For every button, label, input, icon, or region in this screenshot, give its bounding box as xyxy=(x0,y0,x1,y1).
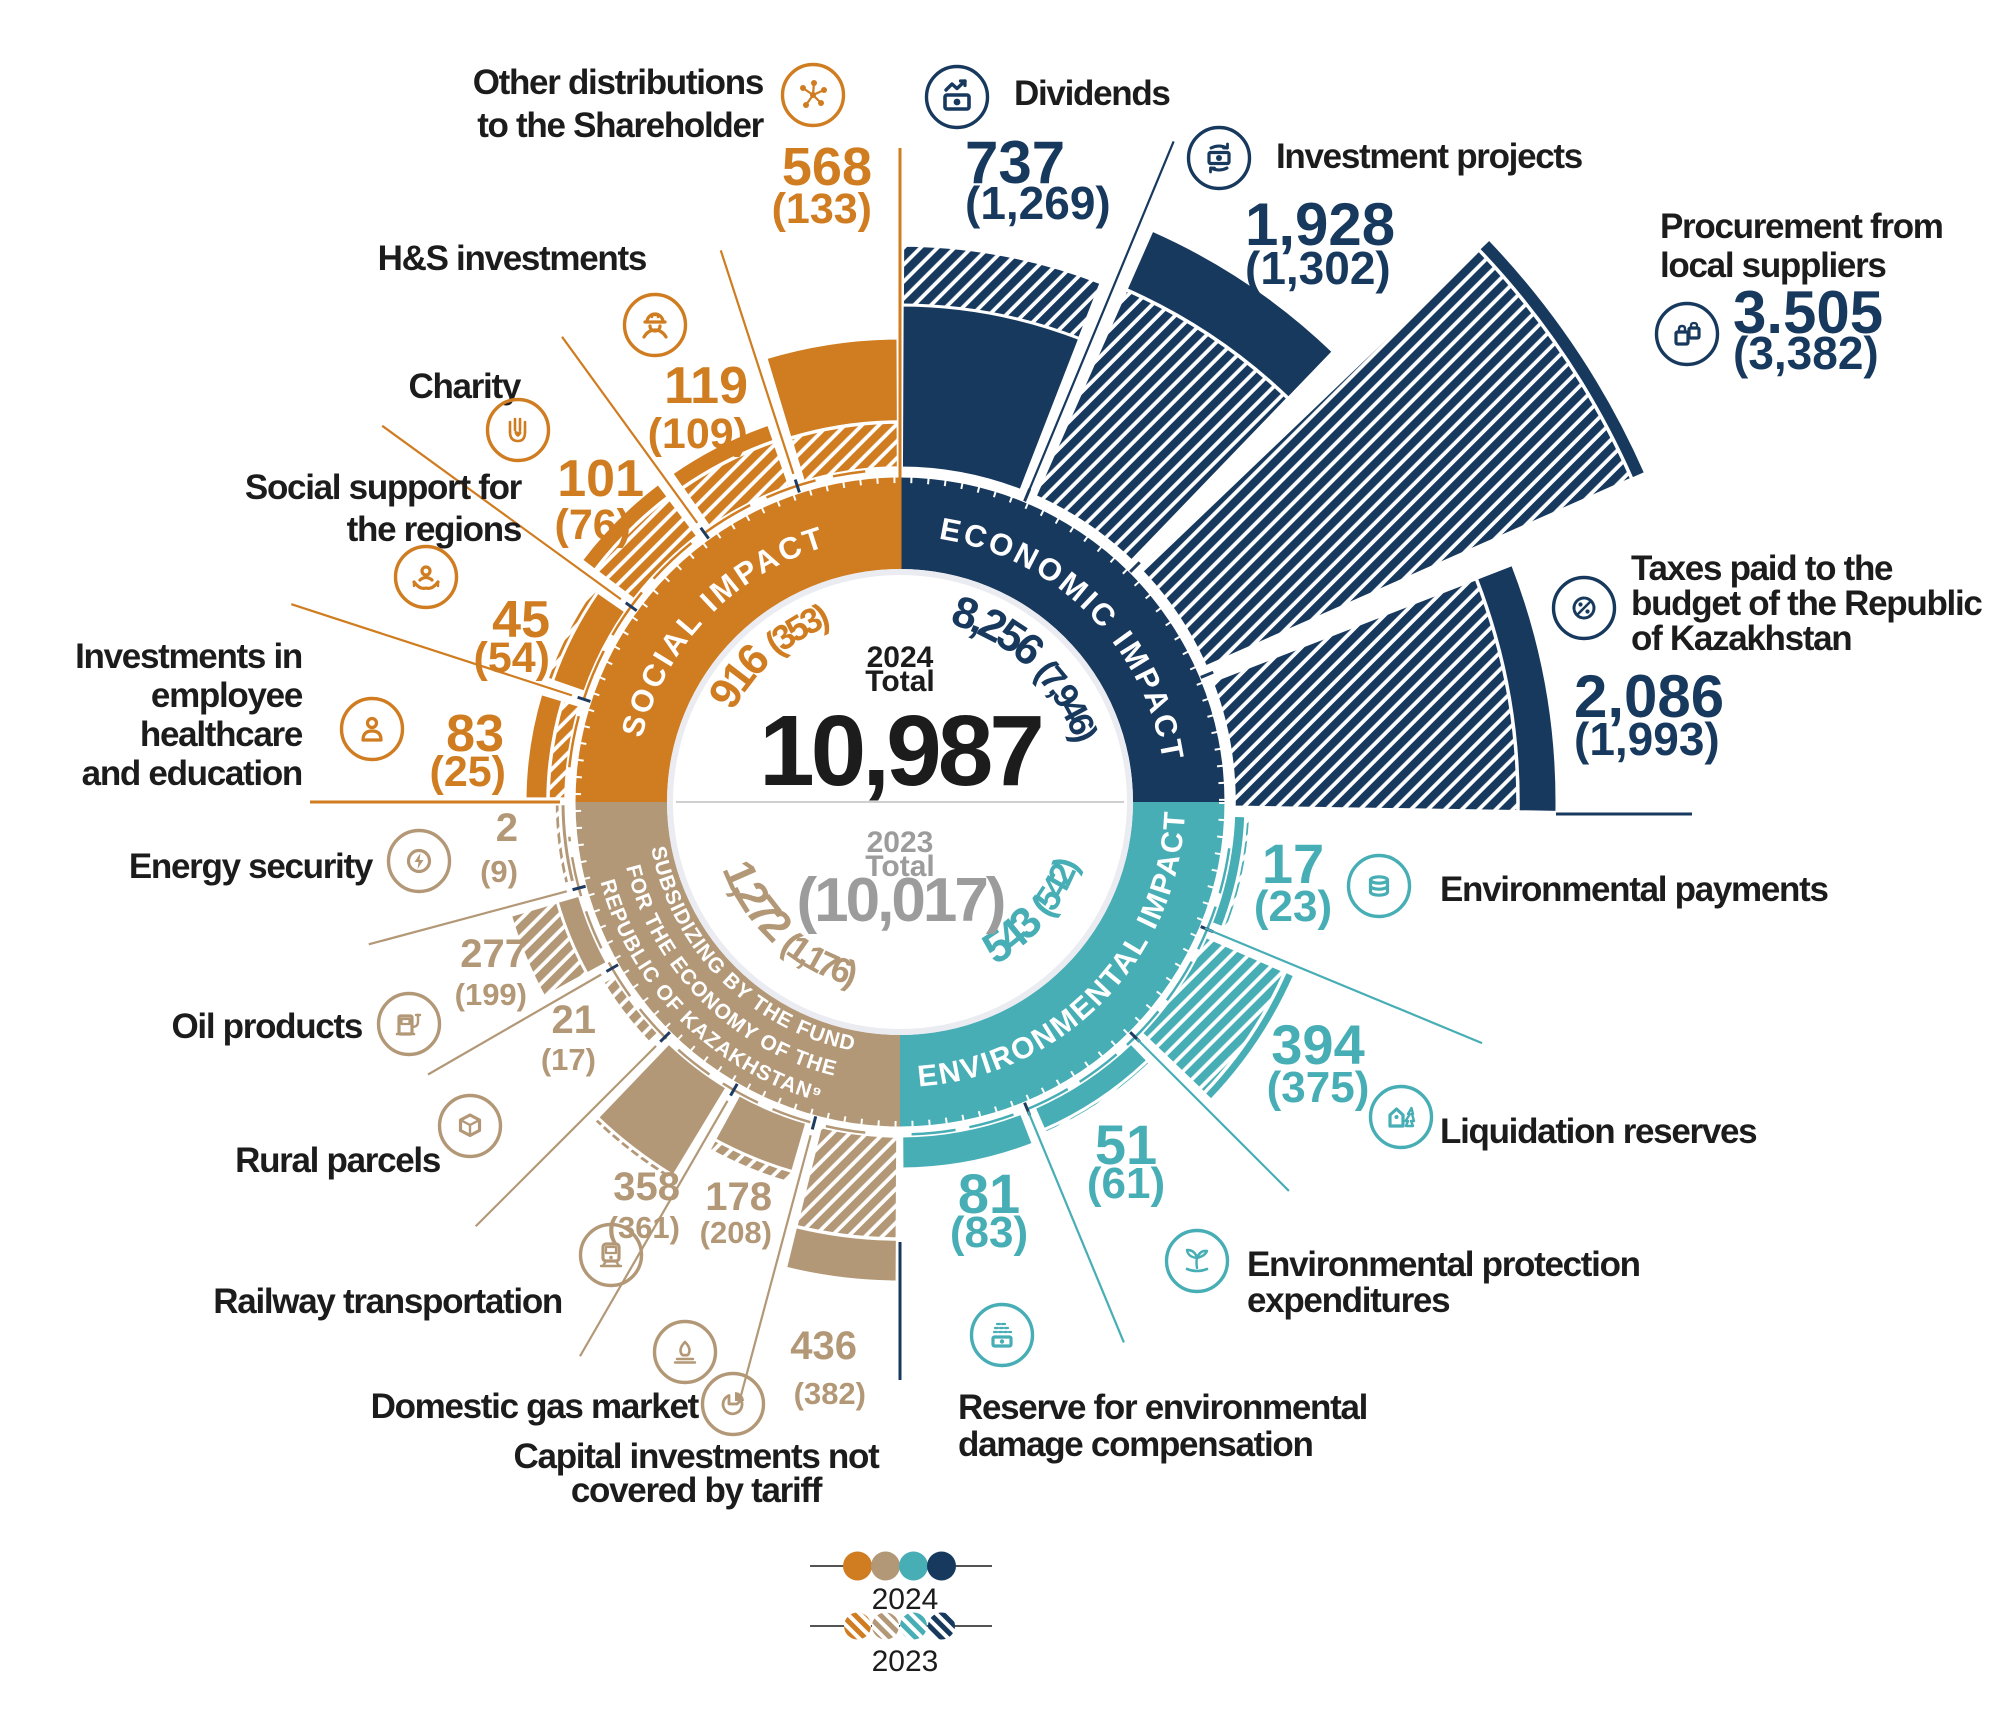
svg-text:83: 83 xyxy=(446,705,504,763)
svg-text:10,987: 10,987 xyxy=(759,695,1041,807)
svg-text:Environmental payments: Environmental payments xyxy=(1440,870,1828,909)
svg-text:(3,382): (3,382) xyxy=(1733,327,1879,379)
svg-text:2024: 2024 xyxy=(867,641,934,674)
svg-text:178: 178 xyxy=(705,1175,772,1219)
svg-text:Railway transportation: Railway transportation xyxy=(213,1282,562,1321)
svg-text:(208): (208) xyxy=(700,1215,772,1250)
svg-text:Other distributions: Other distributions xyxy=(473,63,764,102)
svg-text:Charity: Charity xyxy=(409,367,522,406)
svg-text:(133): (133) xyxy=(772,185,872,233)
svg-text:Dividends: Dividends xyxy=(1014,74,1170,113)
svg-text:394: 394 xyxy=(1271,1013,1364,1076)
svg-text:Reserve for environmental: Reserve for environmental xyxy=(958,1388,1367,1427)
svg-text:51: 51 xyxy=(1095,1113,1157,1176)
svg-text:damage compensation: damage compensation xyxy=(958,1425,1313,1464)
svg-text:(17): (17) xyxy=(541,1042,596,1077)
svg-text:(61): (61) xyxy=(1087,1159,1165,1208)
svg-text:2023: 2023 xyxy=(867,826,934,859)
svg-text:17: 17 xyxy=(1262,832,1324,895)
svg-text:(23): (23) xyxy=(1254,882,1332,931)
svg-text:436: 436 xyxy=(790,1324,857,1368)
svg-text:45: 45 xyxy=(492,591,550,649)
svg-text:(382): (382) xyxy=(794,1376,866,1411)
svg-text:(10,017): (10,017) xyxy=(797,866,1004,935)
svg-text:(54): (54) xyxy=(474,634,550,682)
svg-text:2024: 2024 xyxy=(872,1583,939,1616)
svg-text:Procurement from: Procurement from xyxy=(1660,207,1943,246)
svg-text:(361): (361) xyxy=(608,1210,680,1245)
svg-text:expenditures: expenditures xyxy=(1247,1281,1450,1320)
svg-text:and education: and education xyxy=(82,754,302,793)
svg-text:(109): (109) xyxy=(648,410,748,458)
svg-text:737: 737 xyxy=(965,129,1065,196)
svg-text:Rural parcels: Rural parcels xyxy=(235,1141,441,1180)
svg-text:21: 21 xyxy=(552,998,597,1042)
svg-text:2: 2 xyxy=(496,806,518,850)
svg-text:Environmental protection: Environmental protection xyxy=(1247,1245,1640,1284)
svg-text:Total: Total xyxy=(865,850,934,883)
svg-text:277: 277 xyxy=(460,932,527,976)
svg-text:(25): (25) xyxy=(430,748,506,796)
svg-text:to the Shareholder: to the Shareholder xyxy=(477,106,764,145)
svg-text:local suppliers: local suppliers xyxy=(1660,246,1886,285)
svg-text:Social support for: Social support for xyxy=(245,468,523,507)
svg-text:employee: employee xyxy=(151,676,303,715)
svg-text:healthcare: healthcare xyxy=(140,715,303,754)
svg-text:3.505: 3.505 xyxy=(1733,279,1883,346)
svg-text:(199): (199) xyxy=(455,977,527,1012)
svg-text:Capital investments not: Capital investments not xyxy=(514,1437,881,1476)
svg-text:1,928: 1,928 xyxy=(1245,191,1395,258)
svg-text:Liquidation reserves: Liquidation reserves xyxy=(1440,1112,1757,1151)
svg-text:budget of the Republic: budget of the Republic xyxy=(1631,584,1982,623)
svg-text:101: 101 xyxy=(557,450,644,508)
svg-text:(76): (76) xyxy=(555,501,631,549)
svg-text:Total: Total xyxy=(865,665,934,698)
svg-text:covered by tariff: covered by tariff xyxy=(571,1471,823,1510)
svg-text:119: 119 xyxy=(664,357,748,415)
svg-text:2,086: 2,086 xyxy=(1574,663,1724,730)
svg-text:of Kazakhstan: of Kazakhstan xyxy=(1631,619,1851,658)
svg-text:81: 81 xyxy=(958,1162,1020,1225)
svg-text:358: 358 xyxy=(613,1165,680,1209)
svg-text:568: 568 xyxy=(782,137,872,197)
svg-text:Energy security: Energy security xyxy=(129,847,374,886)
svg-text:the regions: the regions xyxy=(347,510,522,549)
svg-text:Taxes paid to the: Taxes paid to the xyxy=(1631,549,1893,588)
svg-text:(1,302): (1,302) xyxy=(1245,242,1391,294)
svg-text:Oil products: Oil products xyxy=(171,1007,362,1046)
svg-text:Investment projects: Investment projects xyxy=(1276,137,1583,176)
svg-text:(1,993): (1,993) xyxy=(1574,713,1720,765)
svg-text:Investments in: Investments in xyxy=(75,637,302,676)
svg-text:(1,269): (1,269) xyxy=(965,177,1111,229)
svg-text:(9): (9) xyxy=(480,854,518,889)
svg-text:2023: 2023 xyxy=(872,1645,939,1678)
svg-text:Domestic gas market: Domestic gas market xyxy=(371,1387,700,1426)
svg-text:(83): (83) xyxy=(950,1208,1028,1257)
svg-text:H&S investments: H&S investments xyxy=(378,239,647,278)
svg-text:(375): (375) xyxy=(1267,1063,1370,1112)
